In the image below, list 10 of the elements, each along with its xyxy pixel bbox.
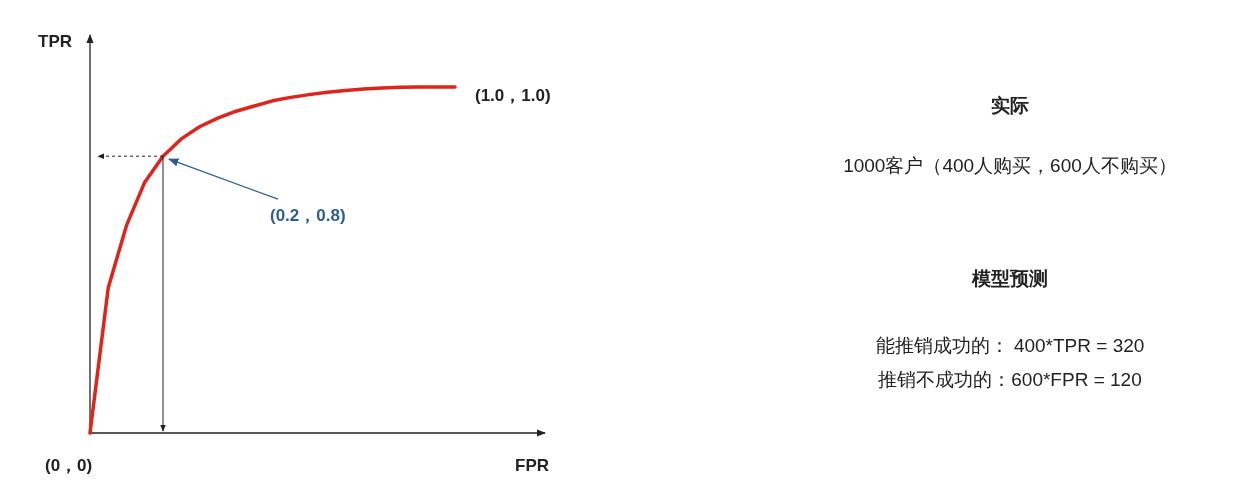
text: 模型预测: [971, 268, 1048, 289]
text: 实际: [991, 95, 1029, 116]
annotation: (0.2，0.8): [270, 206, 346, 226]
text: (1.0，1.0): [475, 86, 551, 105]
text: 能推销成功的： 400*TPR = 320: [875, 335, 1145, 356]
text: 推销不成功的：600*FPR = 120: [878, 369, 1142, 390]
text: 1000客户（400人购买，600人不购买）: [843, 155, 1177, 176]
text: (0，0): [45, 456, 93, 475]
y-axis-title: TPR: [38, 32, 72, 51]
x-axis-title: FPR: [515, 456, 549, 475]
